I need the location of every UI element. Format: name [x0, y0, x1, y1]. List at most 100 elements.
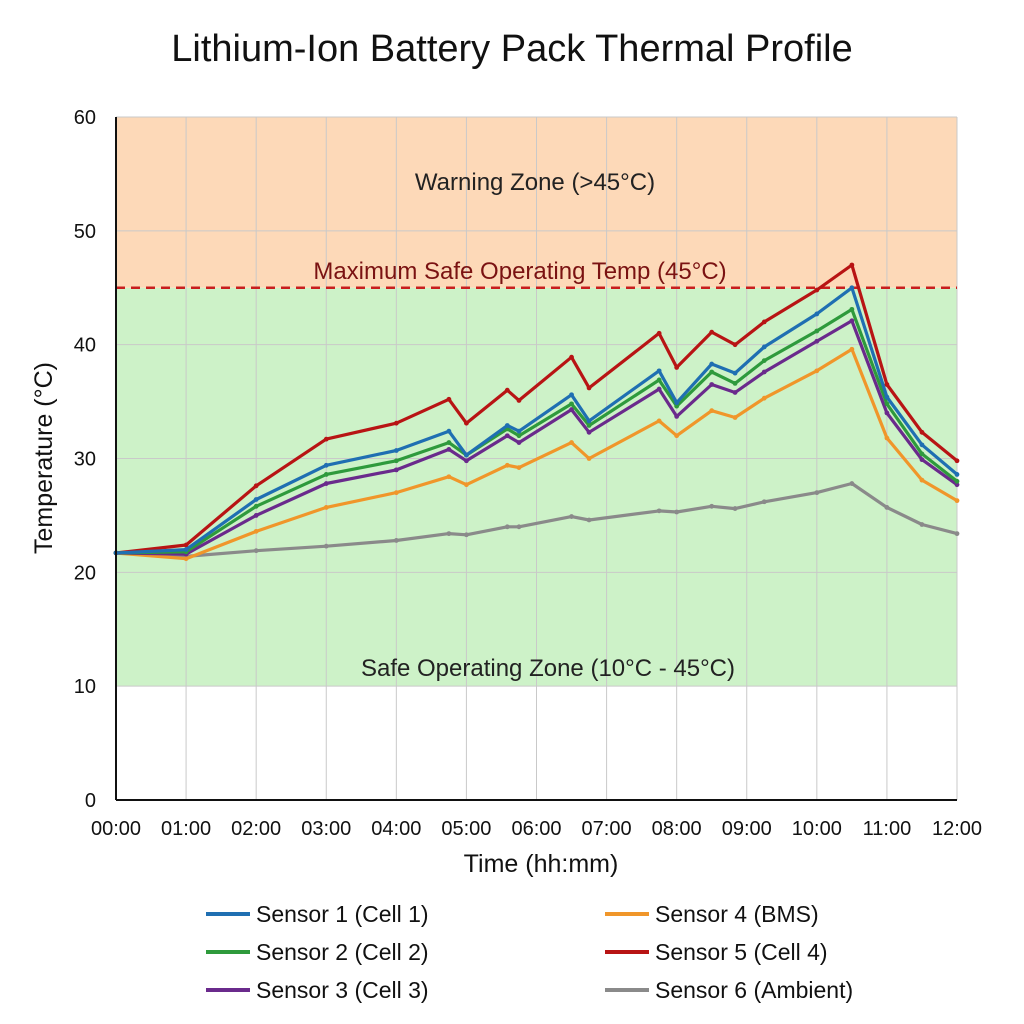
series-5-point — [919, 429, 925, 435]
legend-label: Sensor 4 (BMS) — [655, 900, 819, 927]
y-tick-label: 60 — [74, 107, 96, 129]
series-1-point — [884, 394, 890, 400]
series-1-point — [323, 462, 329, 468]
series-3-point — [586, 429, 592, 435]
series-6-point — [656, 508, 662, 514]
series-2-point — [709, 369, 715, 375]
series-6-point — [516, 524, 522, 530]
x-tick-label: 06:00 — [511, 818, 561, 840]
series-4-point — [586, 456, 592, 461]
tick-layer: 0 10 20 30 40 50 60 00:00 01:00 02:00 03:00 04:00 05… — [74, 107, 982, 840]
series-5-point — [464, 420, 469, 426]
series-5-point — [656, 330, 662, 336]
series-4-point — [393, 490, 399, 496]
series-3-point — [674, 413, 680, 419]
series-1-point — [464, 452, 469, 458]
x-tick-label: 12:00 — [932, 818, 982, 840]
x-axis-label: Time (hh:mm) — [464, 850, 619, 878]
series-2-point — [884, 401, 890, 407]
series-2-point — [253, 503, 259, 509]
legend-swatch — [605, 950, 649, 954]
series-1-point — [761, 344, 767, 350]
series-6-point — [323, 543, 329, 549]
y-tick-label: 20 — [74, 562, 96, 584]
series-2-point — [674, 403, 680, 409]
axes-layer — [115, 117, 957, 801]
series-4-point — [516, 465, 522, 471]
legend-swatch — [605, 988, 649, 992]
series-2-point — [393, 458, 399, 464]
series-3-point — [954, 482, 960, 488]
series-5-point — [446, 396, 452, 402]
y-tick-label: 30 — [74, 449, 96, 471]
x-tick-label: 05:00 — [441, 818, 491, 840]
series-4-point — [732, 415, 738, 420]
series-3-point — [849, 318, 855, 324]
series-3-point — [504, 433, 510, 439]
series-2-point — [586, 423, 592, 428]
x-tick-label: 10:00 — [792, 818, 842, 840]
series-1-point — [709, 361, 715, 367]
series-1-point — [814, 311, 820, 317]
series-5-point — [504, 387, 510, 393]
series-3-point — [919, 457, 925, 463]
x-tick-label: 01:00 — [161, 818, 211, 840]
legend-item: Sensor 6 (Ambient) — [605, 972, 853, 1008]
series-4-point — [504, 462, 510, 468]
legend-item: Sensor 4 (BMS) — [605, 896, 819, 932]
legend-item: Sensor 1 (Cell 1) — [206, 896, 429, 932]
series-3-point — [884, 410, 890, 416]
series-2-point — [814, 328, 820, 334]
series-4-point — [884, 435, 890, 441]
y-tick-label: 40 — [74, 335, 96, 357]
series-layer — [113, 262, 960, 562]
warning-zone-label: Warning Zone (>45°C) — [415, 169, 655, 196]
legend-label: Sensor 2 (Cell 2) — [256, 938, 429, 965]
series-5-point — [586, 385, 592, 391]
series-1-point — [569, 392, 574, 398]
series-6-point — [709, 503, 715, 509]
x-tick-label: 07:00 — [582, 818, 632, 840]
series-1-point — [919, 442, 925, 448]
series-6-point — [919, 522, 925, 527]
series-3-point — [709, 382, 715, 387]
series-3-point — [393, 467, 399, 473]
series-4-point — [569, 440, 574, 445]
legend-swatch — [206, 988, 250, 992]
legend-swatch — [206, 950, 250, 954]
series-6-point — [464, 532, 469, 538]
chart-title: Lithium-Ion Battery Pack Thermal Profile — [171, 28, 853, 70]
series-4-point — [446, 474, 452, 480]
series-2-point — [954, 478, 960, 484]
series-2-point — [732, 380, 738, 386]
series-5-point — [954, 458, 960, 464]
series-5-point — [761, 319, 767, 325]
legend-label: Sensor 1 (Cell 1) — [256, 900, 429, 927]
series-4-point — [954, 498, 960, 504]
series-1-point — [393, 448, 399, 453]
x-tick-label: 08:00 — [652, 818, 702, 840]
series-6-point — [761, 499, 767, 505]
legend-label: Sensor 3 (Cell 3) — [256, 976, 429, 1003]
series-5-point — [393, 420, 399, 426]
x-tick-label: 04:00 — [371, 818, 421, 840]
series-5-point — [732, 342, 738, 348]
series-1-point — [656, 368, 662, 374]
series-3-point — [761, 369, 767, 375]
series-5-point — [516, 398, 522, 403]
series-1-point — [674, 400, 680, 406]
series-5-point — [253, 483, 259, 489]
series-5-point — [569, 354, 574, 360]
series-4-point — [656, 418, 662, 424]
y-tick-label: 0 — [85, 790, 96, 812]
series-3-point — [253, 513, 259, 518]
series-5-point — [884, 382, 890, 387]
series-6-point — [586, 517, 592, 523]
series-4-point — [674, 433, 680, 439]
series-1-point — [954, 472, 960, 477]
series-3-point — [814, 338, 820, 344]
series-4-point — [761, 395, 767, 401]
series-4-point — [323, 505, 329, 510]
series-5-point — [814, 287, 820, 293]
